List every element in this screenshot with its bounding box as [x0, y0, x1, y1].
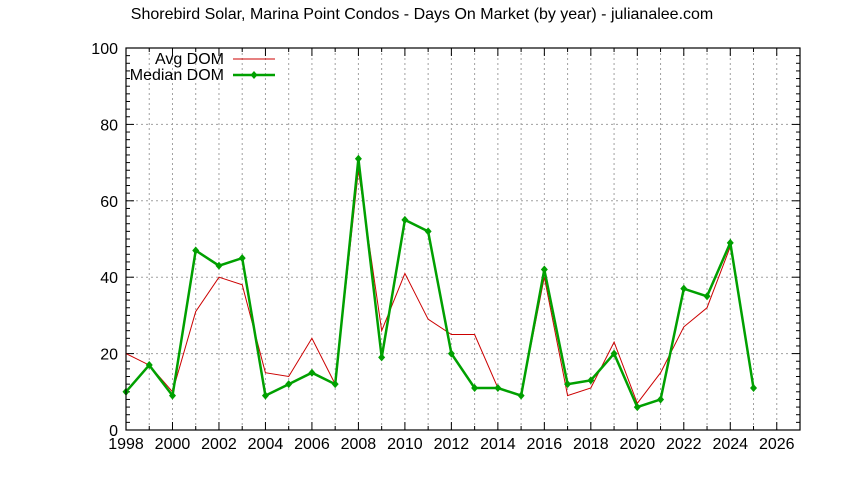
data-point	[168, 391, 176, 400]
data-point	[285, 380, 293, 389]
series-avg-dom	[125, 170, 754, 405]
data-point	[494, 383, 502, 392]
x-tick-label: 2004	[248, 436, 284, 453]
x-tick-label: 2016	[527, 436, 563, 453]
plot-frame	[125, 47, 801, 431]
x-tick-label: 2014	[480, 436, 516, 453]
y-tick-label: 20	[100, 347, 118, 364]
x-tick-label: 1998	[108, 436, 144, 453]
tick-labels: 1998 2000 2002 2004 2006 2008 2010 2012 2014 2016…	[91, 41, 794, 453]
data-series	[122, 154, 758, 412]
series-median-dom	[122, 154, 758, 412]
x-tick-label: 2006	[294, 436, 330, 453]
data-point	[331, 380, 339, 389]
x-tick-label: 2002	[201, 436, 237, 453]
data-point	[517, 391, 525, 400]
data-point	[657, 395, 665, 404]
data-point	[145, 361, 153, 370]
x-tick-label: 2022	[666, 436, 702, 453]
data-point	[308, 368, 316, 377]
x-tick-label: 2020	[620, 436, 656, 453]
y-tick-label: 0	[109, 423, 118, 440]
data-point	[401, 215, 409, 224]
y-tick-label: 100	[91, 41, 118, 58]
x-tick-label: 2018	[573, 436, 609, 453]
data-point	[238, 254, 246, 263]
data-point	[215, 261, 223, 270]
data-point	[354, 154, 362, 163]
legend-label: Avg DOM	[155, 51, 224, 68]
x-tick-label: 2026	[759, 436, 795, 453]
x-tick-label: 2024	[712, 436, 748, 453]
data-point	[540, 265, 548, 274]
legend-marker	[250, 71, 258, 79]
chart-title: Shorebird Solar, Marina Point Condos - D…	[131, 6, 713, 23]
data-point	[471, 383, 479, 392]
data-point	[424, 227, 432, 236]
data-point	[447, 349, 455, 358]
data-point	[564, 380, 572, 389]
data-point	[726, 238, 734, 247]
x-tick-label: 2000	[155, 436, 191, 453]
x-tick-label: 2010	[387, 436, 423, 453]
data-point	[750, 383, 758, 392]
data-point	[587, 376, 595, 385]
x-tick-label: 2008	[341, 436, 377, 453]
data-point	[192, 246, 200, 255]
data-point	[610, 349, 618, 358]
data-point	[261, 391, 269, 400]
data-point	[633, 403, 641, 412]
data-point	[703, 292, 711, 301]
y-tick-label: 60	[100, 194, 118, 211]
data-point	[378, 353, 386, 362]
y-tick-label: 40	[100, 270, 118, 287]
data-point	[680, 284, 688, 293]
y-tick-label: 80	[100, 117, 118, 134]
x-tick-label: 2012	[434, 436, 470, 453]
legend-label: Median DOM	[130, 67, 224, 84]
